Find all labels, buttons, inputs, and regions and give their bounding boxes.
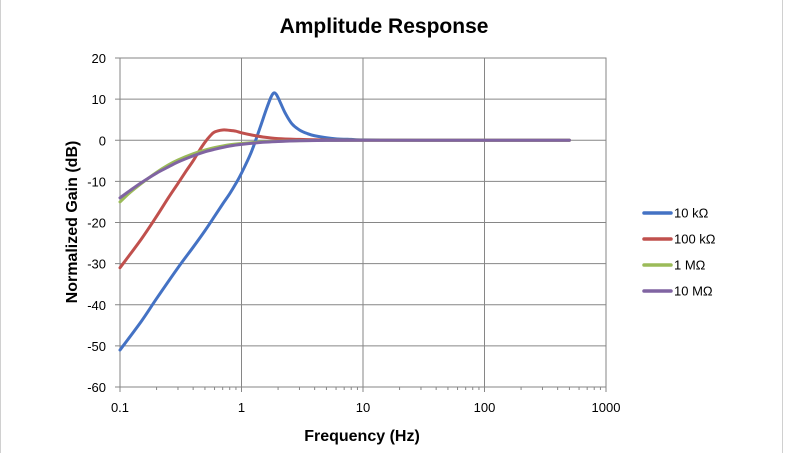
axes: [115, 57, 607, 392]
y-tick-label: -60: [87, 380, 106, 395]
series-lines: [118, 91, 571, 352]
series-line-4: [118, 138, 571, 200]
legend-label: 1 MΩ: [674, 258, 706, 273]
legend: 10 kΩ 100 kΩ 1 MΩ 10 MΩ: [642, 206, 716, 299]
y-tick-label: 0: [99, 133, 106, 148]
x-tick-label: 10: [356, 400, 370, 415]
x-tick-label: 1000: [592, 400, 621, 415]
x-tick-labels: 0.1 1 10 100 1000: [111, 400, 621, 415]
y-axis-label: Normalized Gain (dB): [64, 141, 81, 304]
series-line-1: [118, 91, 571, 352]
y-tick-label: -20: [87, 216, 106, 231]
grid: [119, 57, 607, 388]
x-tick-label: 1: [238, 400, 245, 415]
y-tick-label: -10: [87, 174, 106, 189]
y-tick-labels: -60 -50 -40 -30 -20 -10 0 10 20: [87, 51, 106, 395]
y-tick-label: -40: [87, 298, 106, 313]
legend-label: 100 kΩ: [674, 232, 716, 247]
y-tick-label: 20: [92, 51, 106, 66]
x-tick-label: 0.1: [111, 400, 129, 415]
legend-label: 10 kΩ: [674, 206, 709, 221]
y-tick-label: 10: [92, 92, 106, 107]
x-tick-label: 100: [474, 400, 496, 415]
y-tick-label: -50: [87, 339, 106, 354]
y-tick-label: -30: [87, 257, 106, 272]
x-axis-label: Frequency (Hz): [304, 428, 420, 445]
series-line-2: [118, 128, 571, 270]
plot-area-border: [119, 57, 607, 388]
legend-label: 10 MΩ: [674, 284, 713, 299]
chart-title: Amplitude Response: [280, 15, 489, 38]
